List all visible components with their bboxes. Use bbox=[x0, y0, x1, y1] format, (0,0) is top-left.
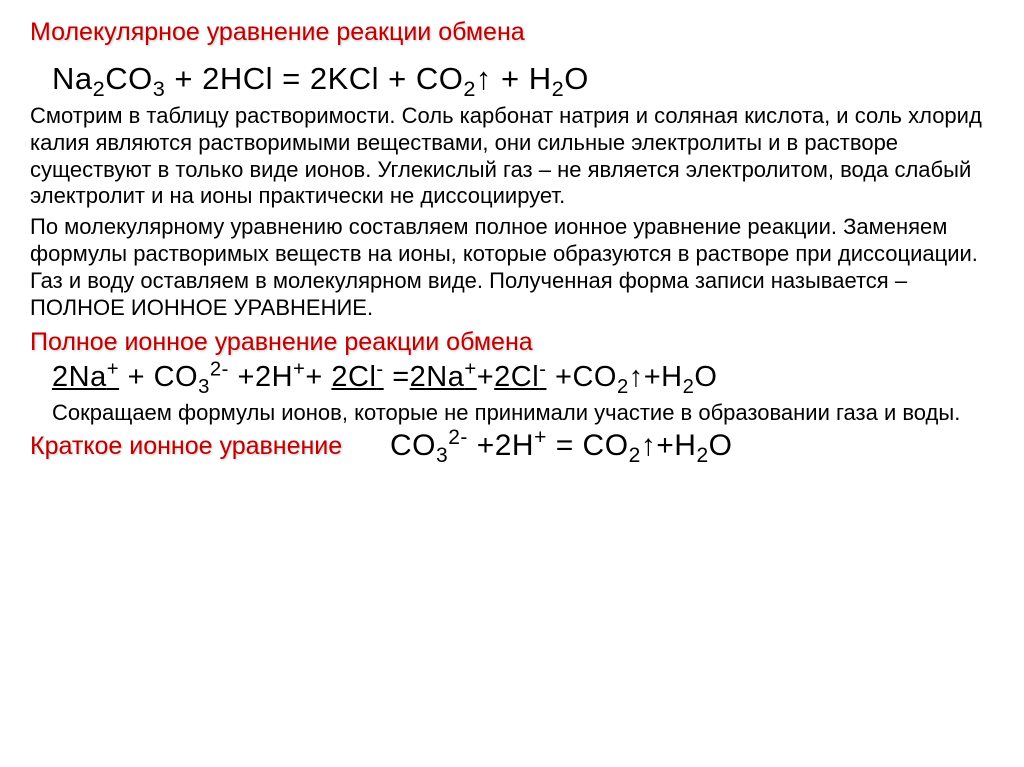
paragraph-solubility: Смотрим в таблицу растворимости. Соль ка… bbox=[30, 103, 994, 210]
equation-molecular: Na2CO3 + 2HCl = 2KCl + CO2↑ + H2O bbox=[52, 61, 994, 97]
paragraph-reduce: Сокращаем формулы ионов, которые не прин… bbox=[52, 400, 994, 427]
equation-full-ionic: 2Na+ + CO32- +2H++ 2Cl- =2Na++2Cl- +CO2↑… bbox=[52, 361, 994, 394]
heading-molecular: Молекулярное уравнение реакции обмена bbox=[30, 18, 994, 47]
paragraph-full-ionic-explain: По молекулярному уравнению составляем по… bbox=[30, 214, 994, 321]
equation-short-ionic: CO32- +2H+ = CO2↑+H2O bbox=[390, 429, 994, 463]
heading-full-ionic: Полное ионное уравнение реакции обмена bbox=[30, 328, 994, 357]
